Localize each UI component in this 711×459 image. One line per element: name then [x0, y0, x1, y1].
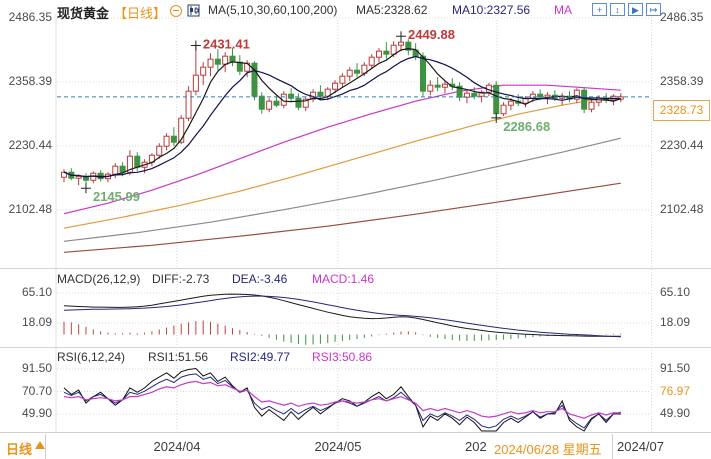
macd-axis-label: 65.10	[660, 285, 691, 299]
price-axis-label: 2358.39	[8, 74, 52, 88]
ma-settings-label: MA(5,10,30,60,100,200)	[208, 3, 338, 17]
time-axis-tick: 2024/07	[617, 439, 664, 454]
price-axis-label: 2486.35	[660, 10, 704, 24]
time-axis-bar: 日线 2024/04 2024/05 202 2024/06/28 星期五 20…	[0, 432, 711, 459]
time-axis-tick: 2024/04	[153, 439, 201, 454]
rsi1-value: RSI1:51.56	[148, 350, 209, 364]
price-axis-label: 2230.44	[660, 138, 704, 152]
zoom-range-button[interactable]: ↕	[610, 3, 625, 16]
time-axis-tick: 2024/05	[314, 439, 362, 454]
jump-latest-button[interactable]: ↦	[646, 3, 661, 16]
rsi3-value: RSI3:50.86	[312, 350, 373, 364]
macd-axis-label: 18.09	[21, 315, 52, 329]
pane-divider	[0, 347, 711, 348]
last-price-tag: 2328.73	[653, 100, 710, 121]
rsi-axis-label: 49.90	[660, 406, 691, 420]
period-selector[interactable]: 【日线】	[114, 6, 167, 21]
price-axis-label: 2358.39	[660, 74, 704, 88]
price-axis-label: 2102.48	[8, 202, 52, 216]
play-forward-button[interactable]: ▶	[628, 3, 643, 16]
period-indicator[interactable]: 日线	[6, 442, 33, 457]
macd-indicator-label: MACD(26,12,9)	[57, 272, 141, 286]
svg-text:2145.99: 2145.99	[93, 189, 140, 204]
rsi-axis-label: 91.50	[21, 361, 52, 375]
rsi2-value: RSI2:49.77	[230, 350, 291, 364]
ma10-value-label: MA10:2327.56	[452, 3, 531, 17]
macd-axis-label: 18.09	[660, 315, 691, 329]
macd-value: MACD:1.46	[312, 272, 375, 286]
ma30-value-label-clipped: MA	[554, 3, 572, 17]
rsi-indicator-label: RSI(6,12,24)	[57, 350, 126, 364]
macd-dea-value: DEA:-3.46	[232, 272, 288, 286]
pane-divider	[0, 268, 711, 269]
crosshair-tool-button[interactable]: +	[592, 3, 607, 16]
svg-text:2431.41: 2431.41	[203, 36, 250, 51]
macd-axis-label: 65.10	[21, 285, 52, 299]
linked-quote-icon[interactable]	[170, 5, 182, 17]
kline-chart-icon[interactable]	[187, 4, 200, 17]
macd-diff-value: DIFF:-2.73	[152, 272, 210, 286]
rsi-axis-label: 49.90	[21, 406, 52, 420]
rsi-alert-level-label: 76.97	[660, 384, 691, 398]
rsi-axis-label: 91.50	[660, 361, 691, 375]
instrument-title: 现货黄金	[57, 6, 110, 21]
ma5-value-label: MA5:2328.62	[356, 3, 428, 17]
svg-text:2449.88: 2449.88	[408, 27, 455, 42]
statusbar-divider	[612, 434, 613, 459]
price-axis-label: 2486.35	[8, 10, 52, 24]
current-date-label: 2024/06/28 星期五	[494, 442, 602, 457]
period-up-arrow-icon[interactable]	[35, 441, 45, 449]
rsi-axis-label: 70.70	[21, 384, 52, 398]
statusbar-divider	[45, 434, 46, 459]
price-axis-label: 2230.44	[8, 138, 52, 152]
svg-text:2286.68: 2286.68	[503, 119, 550, 134]
time-axis-tick-clipped: 202	[465, 439, 487, 454]
price-axis-label: 2102.48	[660, 202, 704, 216]
